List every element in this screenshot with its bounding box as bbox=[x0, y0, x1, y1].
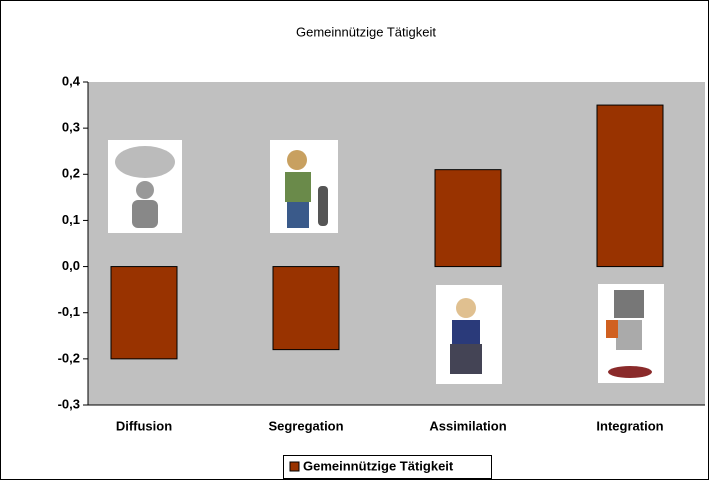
y-tick-label: 0,1 bbox=[62, 212, 80, 227]
y-tick-label: 0,0 bbox=[62, 258, 80, 273]
y-tick-label: -0,1 bbox=[58, 304, 80, 319]
bar bbox=[272, 266, 340, 351]
chart-title: Gemeinnützige Tätigkeit bbox=[296, 24, 436, 39]
illustration-body bbox=[452, 320, 480, 344]
illustration-head bbox=[287, 150, 307, 170]
y-tick-label: -0,2 bbox=[58, 350, 80, 365]
legend bbox=[283, 455, 492, 479]
x-tick-label: Segregation bbox=[268, 418, 343, 433]
illustration-shoes bbox=[608, 366, 652, 378]
legend-swatch bbox=[289, 461, 300, 472]
x-tick-label: Diffusion bbox=[116, 418, 172, 433]
illustration-legs bbox=[450, 344, 482, 374]
illustration-head bbox=[456, 298, 476, 318]
illustration-body bbox=[132, 200, 158, 228]
x-tick-label: Integration bbox=[596, 418, 663, 433]
illustration-cloud bbox=[115, 146, 175, 178]
y-tick-label: 0,2 bbox=[62, 166, 80, 181]
illustration-head bbox=[136, 181, 154, 199]
bar bbox=[110, 266, 178, 360]
bar bbox=[434, 169, 502, 268]
x-tick-label: Assimilation bbox=[429, 418, 506, 433]
illustration-legs bbox=[287, 202, 309, 228]
illustration-book bbox=[606, 320, 618, 338]
illustration-board bbox=[318, 186, 328, 226]
illustrations bbox=[108, 140, 664, 384]
y-tick-label: 0,4 bbox=[62, 73, 81, 88]
illustration-body bbox=[616, 320, 642, 350]
y-tick-label: 0,3 bbox=[62, 120, 80, 135]
bar bbox=[596, 104, 664, 268]
y-tick-label: -0,3 bbox=[58, 396, 80, 411]
illustration-screen bbox=[614, 290, 644, 318]
illustration-body bbox=[285, 172, 311, 202]
legend-label: Gemeinnützige Tätigkeit bbox=[303, 458, 454, 473]
